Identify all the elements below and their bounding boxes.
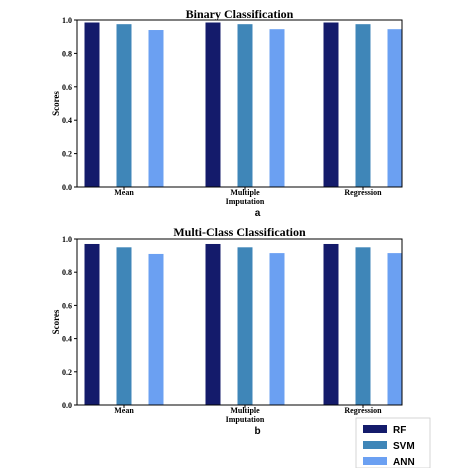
chart-title: Multi-Class Classification [173,225,306,239]
bar-svm-1 [116,247,132,405]
y-tick-label: 0.8 [62,49,72,58]
legend: RF SVM ANN [355,417,431,468]
panel-label: a [255,208,261,219]
legend-swatch-ann [363,457,387,465]
bar-ann-2 [269,253,285,405]
chart-binary-classification: Binary Classification 0.0 0.2 0.4 0.6 0.8 1.0 M… [51,7,403,219]
y-tick-label: 0.4 [62,335,72,344]
legend-swatch-rf [363,425,387,433]
y-tick-label: 0.8 [62,268,72,277]
y-tick-label: 0.6 [62,83,72,92]
x-tick-label: Mean [114,188,134,197]
bar-ann-3 [387,253,403,405]
x-tick-label: Regression [344,406,382,415]
x-tick-label: Multiple Imputation [226,188,265,206]
chart-title: Binary Classification [186,7,294,21]
bar-rf-3 [323,243,339,405]
bar-rf-1 [84,22,100,187]
plot-frame [76,238,403,406]
legend-swatch-svm [363,441,387,449]
legend-label-rf: RF [393,425,406,436]
bar-rf-1 [84,243,100,405]
bar-rf-3 [323,22,339,187]
y-axis-label: Scores [51,91,61,116]
y-tick-label: 1.0 [62,235,72,244]
y-tick-label: 0.0 [62,183,72,192]
y-tick-label: 1.0 [62,16,72,25]
x-tick-label: Mean [114,406,134,415]
y-tick-label: 0.2 [62,150,72,159]
bar-svm-1 [116,24,132,187]
chart-multi-class-classification: Multi-Class Classification 0.0 0.2 0.4 0.6 0.… [51,225,403,437]
y-tick-label: 0.0 [62,401,72,410]
bar-ann-3 [387,29,403,188]
bar-svm-2 [237,247,253,405]
panel-label: b [254,426,260,437]
bar-svm-2 [237,24,253,187]
bar-ann-1 [148,253,164,405]
legend-label-svm: SVM [393,441,415,452]
x-tick-label: Multiple Imputation [226,406,265,424]
bar-rf-2 [205,243,221,405]
plot-frame [76,19,403,188]
bar-rf-2 [205,22,221,187]
y-tick-label: 0.6 [62,301,72,310]
bar-svm-3 [355,247,371,405]
y-tick-label: 0.4 [62,116,72,125]
bar-ann-2 [269,29,285,188]
y-axis-label: Scores [51,309,61,334]
y-tick-label: 0.2 [62,368,72,377]
x-tick-label: Regression [344,188,382,197]
legend-label-ann: ANN [393,457,415,468]
bar-svm-3 [355,24,371,187]
bar-ann-1 [148,30,164,187]
